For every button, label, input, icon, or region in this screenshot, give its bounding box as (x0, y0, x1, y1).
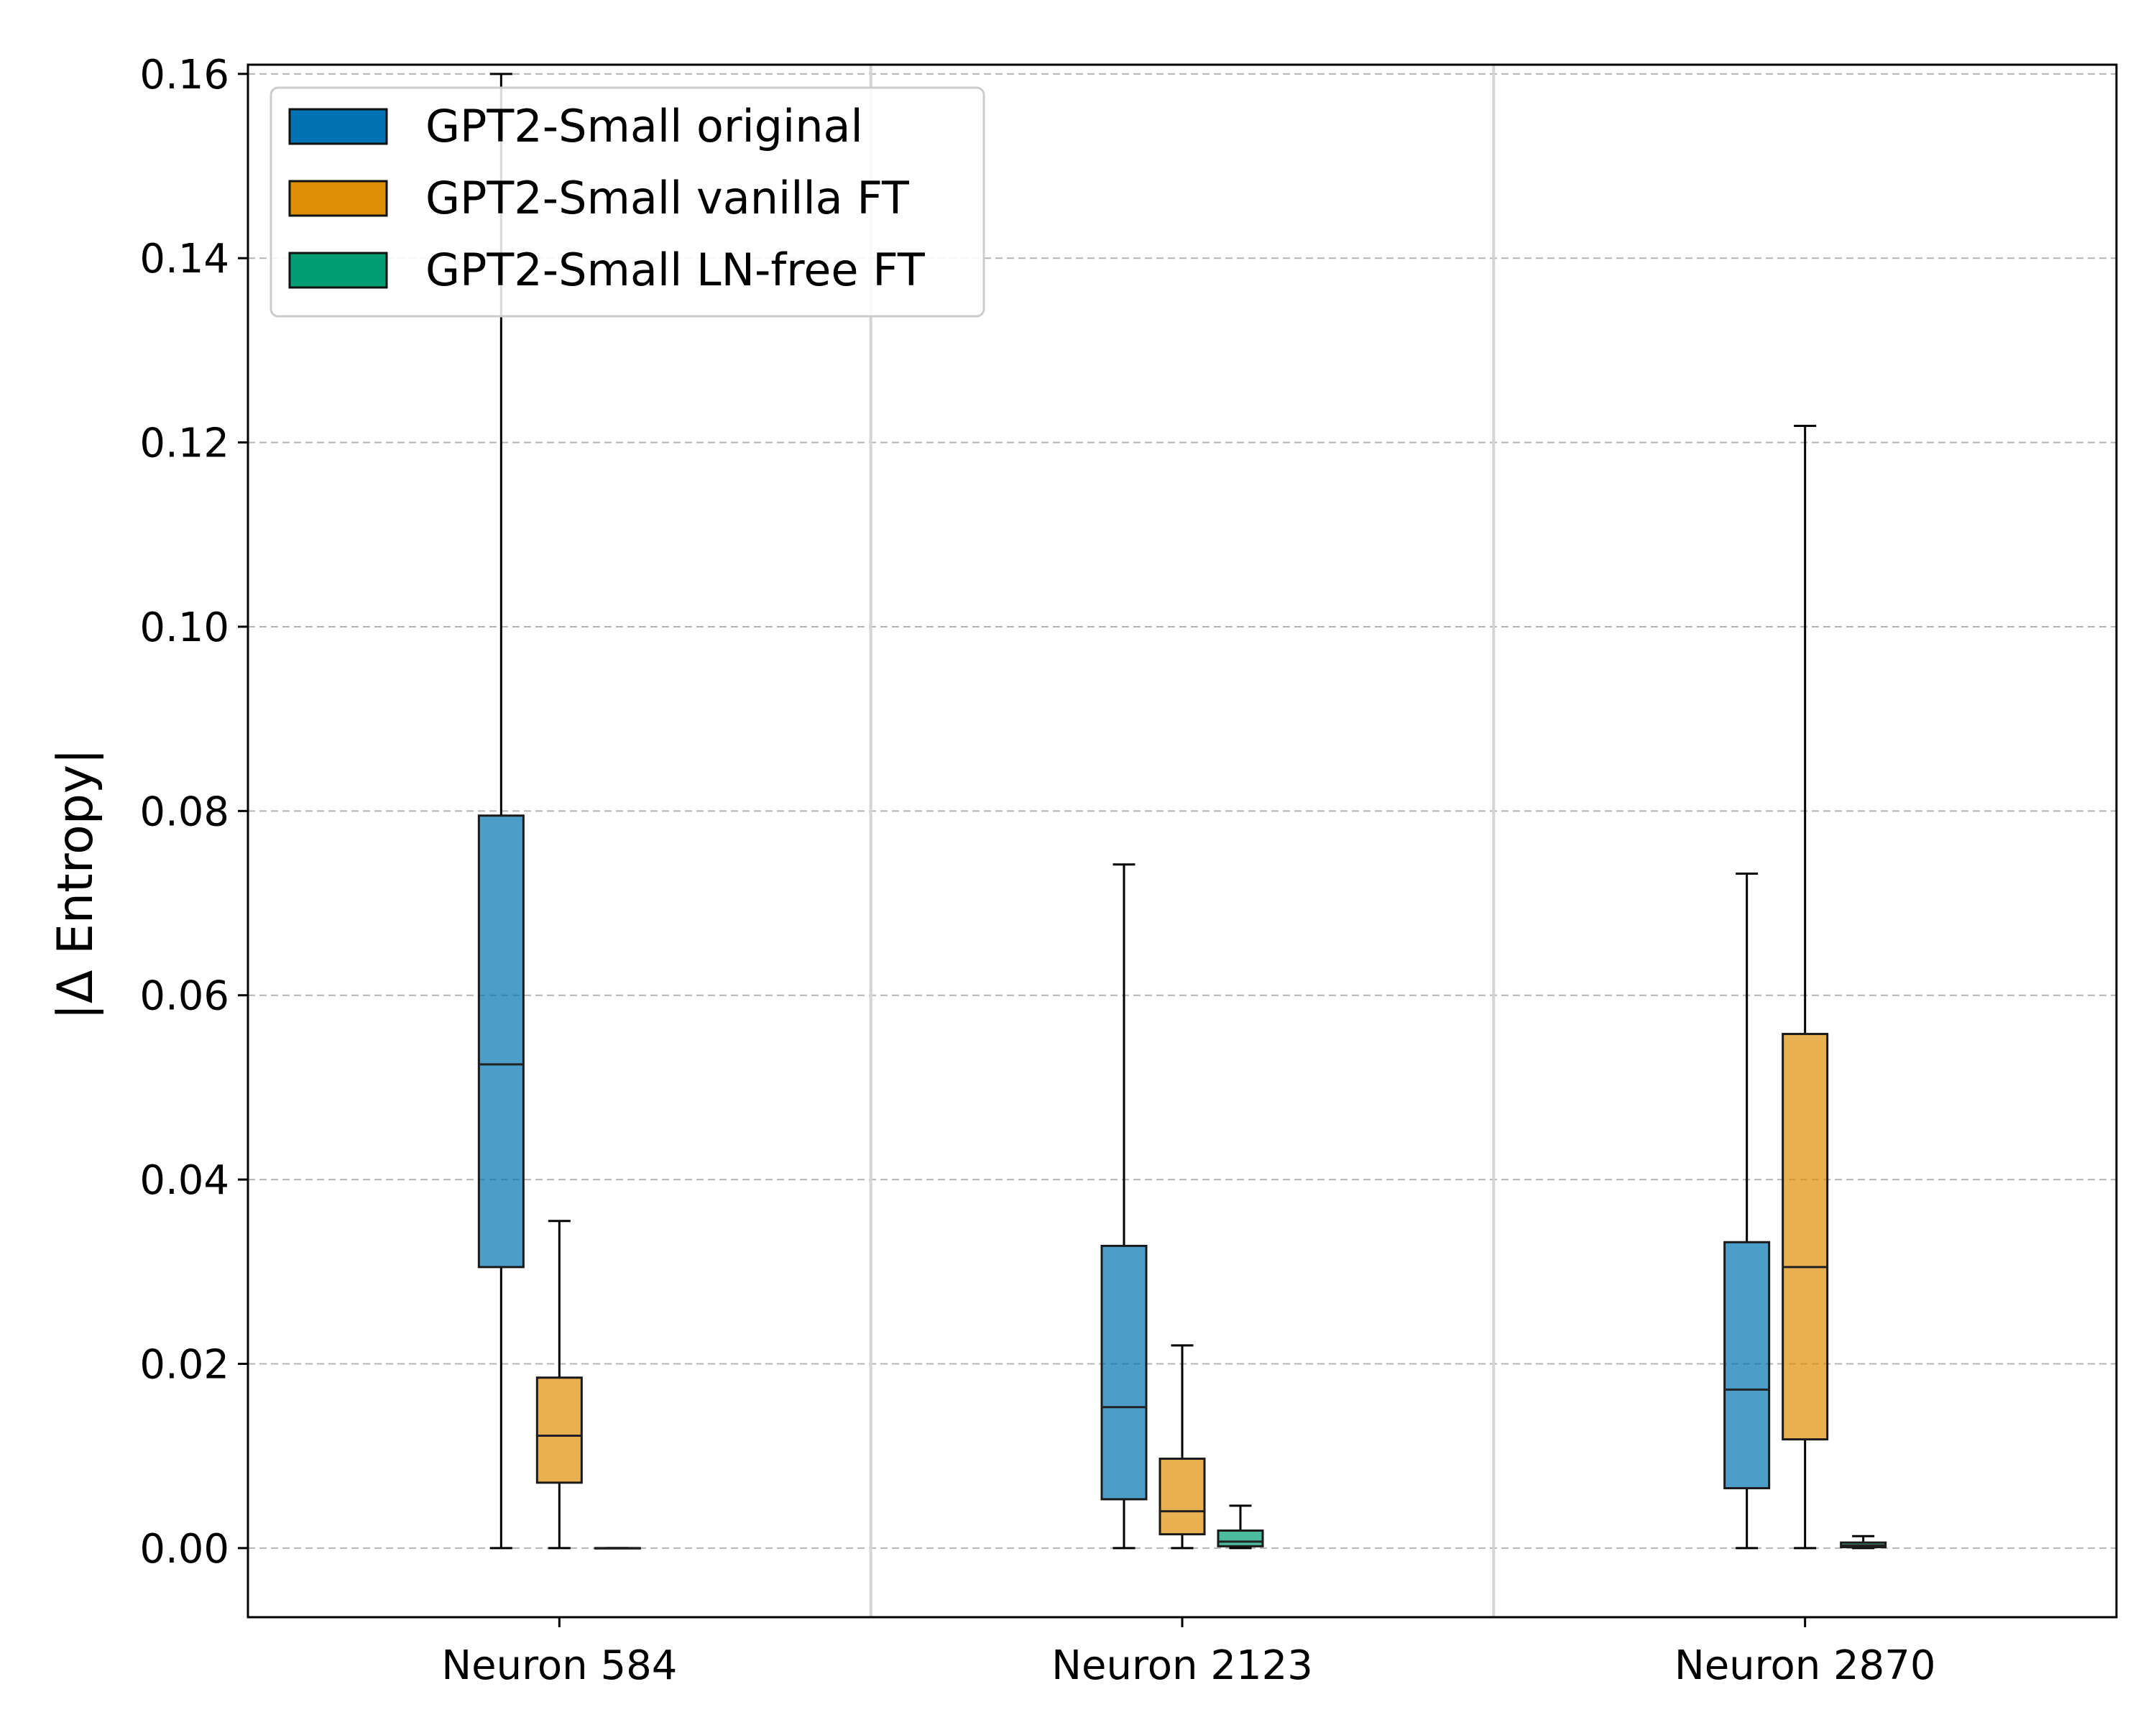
y-tick-label: 0.14 (139, 236, 229, 282)
y-axis-ticks: 0.00 0.02 0.04 0.06 0.08 0.10 0.12 0.14 0.16 (139, 52, 248, 1573)
y-tick-label: 0.12 (139, 420, 229, 467)
legend-label: GPT2-Small vanilla FT (425, 172, 910, 224)
box-3-series-1 (1723, 873, 1771, 1550)
legend-frame (270, 86, 985, 318)
box-iqr (477, 814, 525, 1269)
box-3-series-3 (1840, 1535, 1887, 1550)
y-tick-label: 0.00 (139, 1526, 229, 1573)
y-tick-label: 0.08 (139, 788, 229, 835)
legend-swatch (288, 108, 388, 145)
y-axis-label: |Δ Entropy| (47, 748, 104, 1020)
box-iqr (1782, 1033, 1829, 1441)
y-tick-label: 0.04 (139, 1157, 229, 1204)
legend-label: GPT2-Small original (425, 100, 863, 152)
x-tick-label: Neuron 2123 (1051, 1642, 1313, 1689)
legend-label: GPT2-Small LN-free FT (425, 244, 926, 296)
x-tick-label: Neuron 2870 (1674, 1642, 1936, 1689)
box-iqr (1723, 1241, 1771, 1490)
boxes (477, 73, 1887, 1550)
box-3-series-2 (1782, 425, 1829, 1550)
legend-swatch (288, 180, 388, 217)
legend: GPT2-Small original GPT2-Small vanilla FT… (270, 86, 985, 318)
box-2-series-3 (1217, 1504, 1264, 1550)
box-2-series-1 (1100, 863, 1148, 1550)
legend-swatch (288, 252, 388, 289)
y-tick-label: 0.06 (139, 973, 229, 1020)
box-iqr (1217, 1530, 1264, 1547)
box-2-series-2 (1158, 1344, 1206, 1550)
y-tick-label: 0.16 (139, 52, 229, 98)
category-separators (869, 65, 1496, 1617)
box-iqr (535, 1376, 583, 1484)
x-tick-label: Neuron 584 (441, 1642, 677, 1689)
box-1-series-3 (594, 1547, 641, 1550)
box-1-series-1 (477, 73, 525, 1550)
y-tick-label: 0.02 (139, 1341, 229, 1388)
box-iqr (1100, 1244, 1148, 1501)
box-iqr (1158, 1458, 1206, 1536)
y-tick-label: 0.10 (139, 604, 229, 651)
x-axis-ticks: Neuron 584 Neuron 2123 Neuron 2870 (441, 1617, 1936, 1689)
box-1-series-2 (535, 1220, 583, 1550)
